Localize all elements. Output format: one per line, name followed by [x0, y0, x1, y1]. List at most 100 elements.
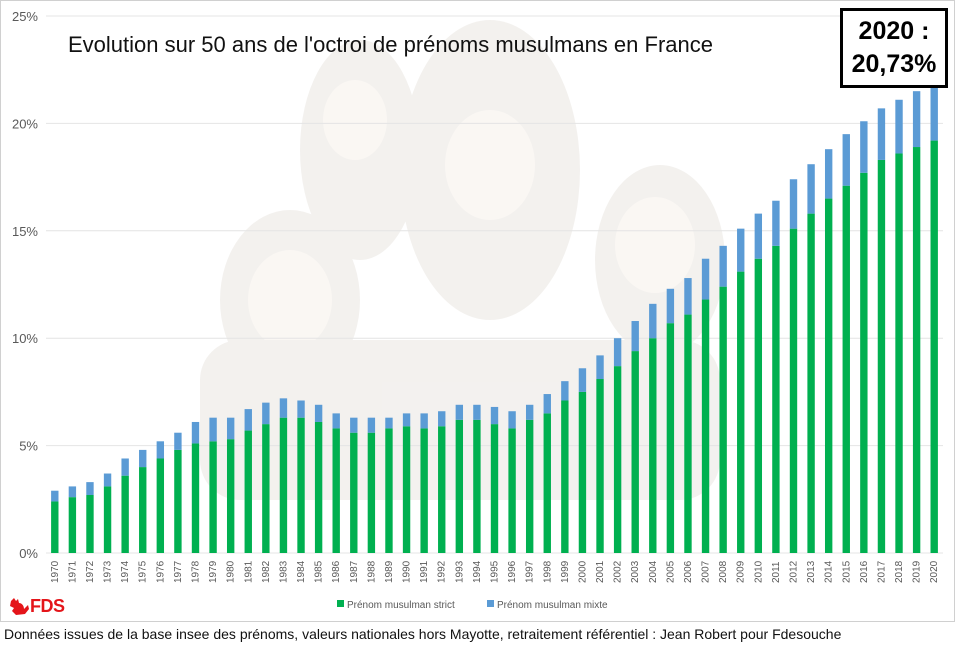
x-tick-label: 2000: [577, 560, 588, 583]
logo-text: FDS: [30, 596, 65, 616]
x-tick-label: 1986: [331, 560, 342, 583]
bar-strict: [631, 351, 639, 553]
bar-strict: [860, 172, 868, 553]
bar-strict: [209, 441, 217, 553]
x-tick-label: 2001: [595, 560, 606, 583]
x-tick-label: 2020: [929, 560, 940, 583]
x-tick-label: 1972: [85, 560, 96, 583]
bar-mixte: [314, 404, 323, 422]
bar-strict: [737, 271, 745, 553]
x-tick-label: 1994: [472, 560, 483, 583]
bar-strict: [438, 426, 446, 553]
bar-mixte: [490, 406, 499, 425]
legend-label-strict: Prénom musulman strict: [347, 600, 455, 611]
bar-mixte: [772, 200, 780, 246]
bar-mixte: [613, 338, 622, 367]
bar-mixte: [508, 411, 516, 429]
x-tick-label: 2015: [841, 560, 852, 583]
x-tick-label: 2006: [683, 560, 694, 583]
bar-mixte: [789, 179, 798, 229]
bar-mixte: [719, 245, 727, 287]
fds-logo: FDS: [8, 596, 65, 617]
bar-mixte: [209, 417, 217, 442]
bar-strict: [314, 421, 323, 553]
x-tick-label: 1984: [296, 560, 307, 583]
bar-strict: [842, 185, 850, 553]
bar-mixte: [455, 404, 464, 420]
bar-mixte: [244, 409, 252, 431]
bar-strict: [895, 153, 903, 554]
bar-mixte: [438, 411, 446, 427]
bar-strict: [121, 475, 129, 553]
y-tick-label: 10%: [12, 331, 38, 346]
bar-mixte: [385, 417, 393, 429]
bar-strict: [191, 443, 200, 553]
bar-strict: [772, 245, 780, 553]
x-tick-label: 2016: [859, 560, 870, 583]
bar-mixte: [877, 108, 886, 160]
y-tick-label: 25%: [12, 9, 38, 24]
bar-mixte: [402, 413, 411, 427]
bar-strict: [156, 458, 165, 553]
source-footnote: Données issues de la base insee des prén…: [4, 626, 842, 642]
bar-strict: [930, 140, 938, 554]
bar-strict: [385, 428, 393, 553]
bar-mixte: [367, 417, 376, 433]
x-tick-label: 1973: [103, 560, 114, 583]
bar-mixte: [420, 413, 428, 429]
x-tick-label: 2018: [894, 560, 905, 583]
bar-strict: [226, 439, 235, 553]
bar-mixte: [860, 121, 868, 173]
bar-mixte: [279, 398, 288, 418]
bar-mixte: [754, 213, 763, 259]
bar-strict: [51, 501, 59, 553]
x-tick-label: 1992: [437, 560, 448, 583]
x-tick-label: 2005: [665, 560, 676, 583]
x-tick-label: 1996: [507, 560, 518, 583]
bar-strict: [174, 449, 182, 553]
bar-strict: [912, 147, 921, 553]
rooster-icon: [10, 597, 29, 615]
bar-mixte: [824, 149, 833, 199]
bar-mixte: [297, 400, 305, 418]
x-tick-label: 2010: [753, 560, 764, 583]
bar-mixte: [226, 417, 235, 440]
bar-strict: [332, 428, 340, 553]
bar-mixte: [51, 490, 59, 502]
x-tick-label: 2002: [613, 560, 624, 583]
bar-strict: [139, 467, 147, 553]
x-tick-label: 1997: [525, 560, 536, 583]
x-tick-label: 2011: [771, 561, 782, 583]
bar-strict: [508, 428, 516, 553]
x-tick-label: 1989: [384, 560, 395, 583]
bar-mixte: [543, 394, 551, 414]
y-axis-ticks: 0% 5% 10% 15% 20% 25%: [12, 9, 38, 561]
bar-strict: [543, 413, 551, 553]
bar-strict: [877, 159, 886, 553]
bar-strict: [402, 426, 411, 553]
bar-strict: [701, 299, 710, 553]
bar-strict: [684, 314, 692, 553]
chart: 0%5%10%15%20%25% 1970 1971 1972 1973 1974 197…: [12, 9, 943, 611]
x-tick-label: 1977: [173, 560, 184, 583]
bar-mixte: [68, 486, 77, 498]
bar-strict: [473, 419, 481, 553]
x-tick-label: 2004: [648, 560, 659, 583]
bar-mixte: [262, 402, 270, 425]
x-tick-label: 1999: [560, 560, 571, 583]
x-tick-label: 1983: [278, 560, 289, 583]
y-tick-label: 0%: [19, 546, 38, 561]
bar-strict: [350, 432, 358, 553]
bar-strict: [525, 419, 534, 553]
bar-strict: [455, 419, 464, 553]
bar-mixte: [684, 278, 692, 315]
x-tick-label: 2008: [718, 560, 729, 583]
bar-strict: [719, 286, 727, 553]
bar-strict: [613, 366, 622, 553]
bar-mixte: [121, 458, 129, 476]
bar-strict: [244, 430, 252, 553]
bar-mixte: [350, 417, 358, 433]
x-tick-label: 2007: [701, 560, 712, 583]
chart-title: Evolution sur 50 ans de l'octroi de prén…: [68, 32, 713, 57]
bar-strict: [279, 417, 288, 553]
